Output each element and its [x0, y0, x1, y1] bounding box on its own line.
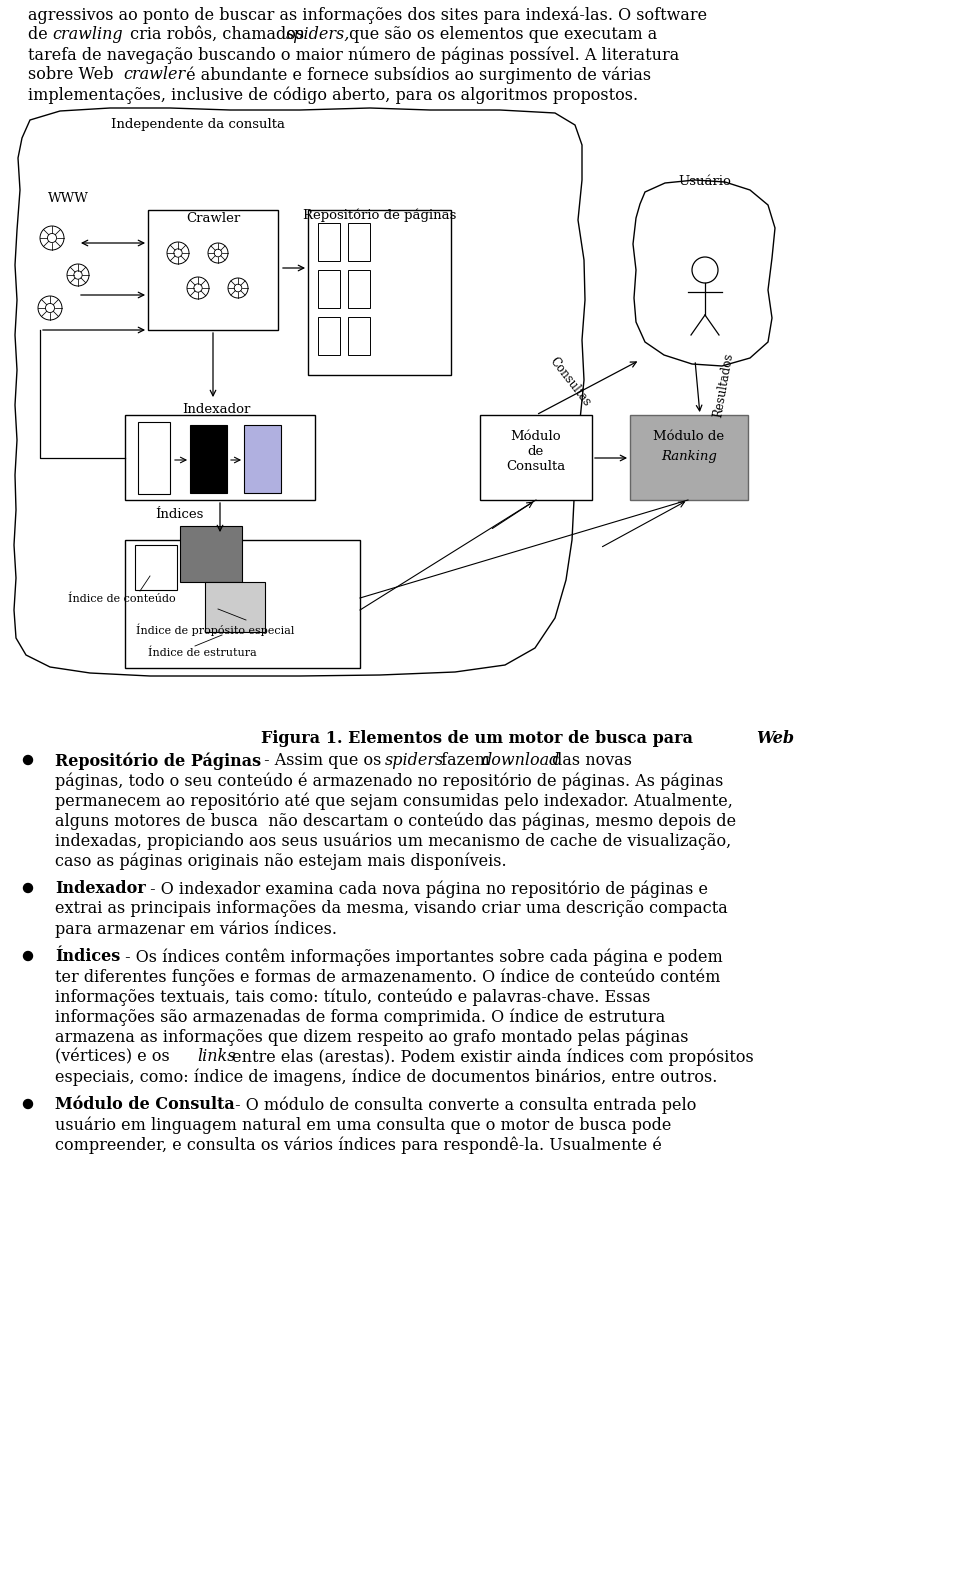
Text: Consultas: Consultas — [547, 355, 593, 408]
Text: - Os índices contêm informações importantes sobre cada página e podem: - Os índices contêm informações importan… — [120, 948, 723, 965]
Bar — [348, 270, 370, 308]
Text: Índices: Índices — [155, 508, 204, 520]
Text: Ranking: Ranking — [661, 449, 717, 464]
Text: de: de — [28, 25, 53, 43]
Text: crawling: crawling — [52, 25, 123, 43]
Bar — [135, 546, 177, 590]
Bar — [348, 222, 370, 262]
Text: download: download — [482, 752, 561, 770]
Text: Usuário: Usuário — [679, 175, 732, 188]
Text: para armazenar em vários índices.: para armazenar em vários índices. — [55, 919, 337, 937]
Text: Indexador: Indexador — [181, 404, 251, 416]
Text: extrai as principais informações da mesma, visando criar uma descrição compacta: extrai as principais informações da mesm… — [55, 900, 728, 916]
Text: Indexador: Indexador — [55, 880, 146, 897]
Text: permanecem ao repositório até que sejam consumidas pelo indexador. Atualmente,: permanecem ao repositório até que sejam … — [55, 792, 732, 809]
Text: Índice de propósito especial: Índice de propósito especial — [135, 623, 294, 636]
Text: alguns motores de busca  não descartam o conteúdo das páginas, mesmo depois de: alguns motores de busca não descartam o … — [55, 812, 736, 830]
Bar — [190, 424, 227, 494]
Text: ter diferentes funções e formas de armazenamento. O índice de conteúdo contém: ter diferentes funções e formas de armaz… — [55, 968, 720, 986]
Text: spiders: spiders — [385, 752, 444, 770]
Text: caso as páginas originais não estejam mais disponíveis.: caso as páginas originais não estejam ma… — [55, 852, 507, 869]
Bar — [125, 415, 315, 500]
Text: cria robôs, chamados: cria robôs, chamados — [125, 25, 309, 43]
Circle shape — [23, 883, 33, 893]
Text: WWW: WWW — [48, 192, 88, 205]
Text: (vértices) e os: (vértices) e os — [55, 1049, 175, 1064]
Text: Figura 1. Elementos de um motor de busca para: Figura 1. Elementos de um motor de busca… — [261, 730, 699, 747]
Text: informações textuais, tais como: título, conteúdo e palavras-chave. Essas: informações textuais, tais como: título,… — [55, 989, 650, 1006]
Bar — [244, 424, 281, 494]
Text: - Assim que os: - Assim que os — [259, 752, 387, 770]
Text: Índice de conteúdo: Índice de conteúdo — [68, 595, 176, 604]
Text: links: links — [197, 1049, 235, 1064]
Text: das novas: das novas — [547, 752, 632, 770]
Text: fazem: fazem — [436, 752, 495, 770]
Text: entre elas (arestas). Podem existir ainda índices com propósitos: entre elas (arestas). Podem existir aind… — [227, 1049, 754, 1066]
Text: especiais, como: índice de imagens, índice de documentos binários, entre outros.: especiais, como: índice de imagens, índi… — [55, 1068, 717, 1085]
Circle shape — [23, 755, 33, 765]
Bar — [480, 415, 592, 500]
Text: Web: Web — [756, 730, 794, 747]
Circle shape — [23, 1099, 33, 1109]
Bar — [138, 423, 170, 494]
Bar — [318, 270, 340, 308]
Text: implementações, inclusive de código aberto, para os algoritmos propostos.: implementações, inclusive de código aber… — [28, 87, 638, 104]
Text: informações são armazenadas de forma comprimida. O índice de estrutura: informações são armazenadas de forma com… — [55, 1008, 665, 1025]
Text: Repositório de páginas: Repositório de páginas — [303, 208, 457, 221]
Text: Módulo de Consulta: Módulo de Consulta — [55, 1096, 235, 1113]
Text: Índice de estrutura: Índice de estrutura — [148, 648, 256, 659]
Text: que são os elementos que executam a: que são os elementos que executam a — [344, 25, 658, 43]
Text: - O indexador examina cada nova página no repositório de páginas e: - O indexador examina cada nova página n… — [145, 880, 708, 897]
Text: - O módulo de consulta converte a consulta entrada pelo: - O módulo de consulta converte a consul… — [230, 1096, 696, 1113]
Text: armazena as informações que dizem respeito ao grafo montado pelas páginas: armazena as informações que dizem respei… — [55, 1028, 688, 1046]
Text: Módulo de: Módulo de — [654, 431, 725, 443]
Bar — [148, 210, 278, 330]
Text: spiders,: spiders, — [286, 25, 350, 43]
Text: tarefa de navegação buscando o maior número de páginas possível. A literatura: tarefa de navegação buscando o maior núm… — [28, 46, 680, 63]
Text: usuário em linguagem natural em uma consulta que o motor de busca pode: usuário em linguagem natural em uma cons… — [55, 1117, 671, 1134]
Bar — [205, 582, 265, 632]
Text: é abundante e fornece subsídios ao surgimento de várias: é abundante e fornece subsídios ao surgi… — [181, 66, 651, 84]
Text: Repositório de Páginas: Repositório de Páginas — [55, 752, 261, 770]
Text: Índices: Índices — [55, 948, 120, 965]
Bar — [180, 527, 242, 582]
Text: Resultados: Resultados — [712, 352, 736, 418]
Text: Independente da consulta: Independente da consulta — [111, 118, 285, 131]
Text: crawler: crawler — [123, 66, 185, 84]
Bar — [348, 317, 370, 355]
Bar — [630, 415, 748, 500]
Text: Crawler: Crawler — [186, 211, 240, 226]
Bar — [125, 539, 360, 669]
Text: agressivos ao ponto de buscar as informações dos sites para indexá-las. O softwa: agressivos ao ponto de buscar as informa… — [28, 6, 708, 24]
Circle shape — [23, 951, 33, 960]
Text: sobre Web: sobre Web — [28, 66, 119, 84]
Text: compreender, e consulta os vários índices para respondê-la. Usualmente é: compreender, e consulta os vários índice… — [55, 1135, 661, 1153]
Text: Módulo
de
Consulta: Módulo de Consulta — [506, 431, 565, 473]
Text: indexadas, propiciando aos seus usuários um mecanismo de cache de visualização,: indexadas, propiciando aos seus usuários… — [55, 833, 732, 850]
Bar — [308, 210, 451, 375]
Text: páginas, todo o seu conteúdo é armazenado no repositório de páginas. As páginas: páginas, todo o seu conteúdo é armazenad… — [55, 773, 724, 790]
Bar — [318, 317, 340, 355]
Bar — [318, 222, 340, 262]
